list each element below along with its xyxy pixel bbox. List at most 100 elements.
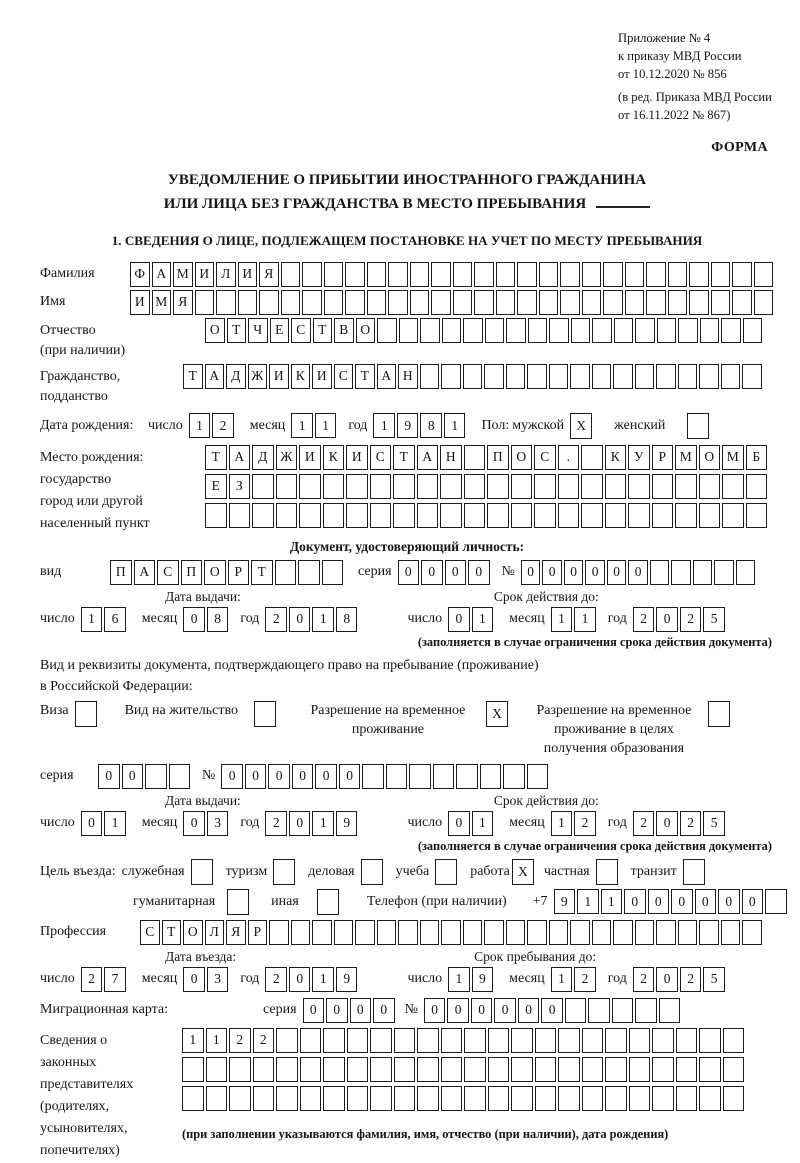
- char-cell[interactable]: [355, 919, 375, 945]
- char-cell[interactable]: 2: [252, 1027, 274, 1053]
- char-cell[interactable]: Ф: [130, 261, 150, 287]
- char-cell[interactable]: Т: [161, 919, 181, 945]
- char-cell[interactable]: [628, 502, 650, 528]
- char-cell[interactable]: [464, 1056, 486, 1082]
- char-cell[interactable]: 0: [349, 997, 372, 1023]
- char-cell[interactable]: [652, 1085, 674, 1111]
- char-cell[interactable]: [474, 261, 494, 287]
- char-cell[interactable]: [671, 559, 691, 585]
- char-cell[interactable]: 0: [326, 997, 348, 1023]
- char-cell[interactable]: 2: [632, 810, 655, 836]
- char-cell[interactable]: [369, 473, 391, 499]
- char-cell[interactable]: [290, 919, 310, 945]
- char-cell[interactable]: 2: [632, 966, 655, 992]
- char-cell[interactable]: К: [322, 444, 344, 470]
- char-cell[interactable]: [346, 1085, 368, 1111]
- char-cell[interactable]: [205, 1085, 227, 1111]
- char-cell[interactable]: К: [604, 444, 626, 470]
- char-cell[interactable]: [435, 858, 458, 885]
- char-cell[interactable]: И: [194, 261, 214, 287]
- char-cell[interactable]: [549, 317, 569, 343]
- char-cell[interactable]: 2: [229, 1027, 251, 1053]
- char-cell[interactable]: [393, 1056, 415, 1082]
- char-cell[interactable]: [548, 363, 568, 389]
- char-cell[interactable]: 0: [468, 559, 490, 585]
- char-cell[interactable]: [698, 473, 720, 499]
- char-cell[interactable]: 0: [183, 966, 205, 992]
- char-cell[interactable]: [269, 919, 289, 945]
- char-cell[interactable]: [440, 473, 462, 499]
- char-cell[interactable]: [699, 919, 719, 945]
- char-cell[interactable]: 0: [563, 559, 584, 585]
- char-cell[interactable]: 0: [397, 559, 420, 585]
- char-cell[interactable]: [417, 1085, 439, 1111]
- char-cell[interactable]: [675, 502, 697, 528]
- char-cell[interactable]: [416, 473, 438, 499]
- char-cell[interactable]: [527, 919, 547, 945]
- char-cell[interactable]: [462, 919, 482, 945]
- char-cell[interactable]: [312, 919, 332, 945]
- char-cell[interactable]: [74, 700, 97, 727]
- char-cell[interactable]: 0: [542, 559, 562, 585]
- char-cell[interactable]: А: [151, 261, 171, 287]
- char-cell[interactable]: [440, 1085, 462, 1111]
- char-cell[interactable]: [687, 412, 710, 439]
- char-cell[interactable]: [280, 261, 300, 287]
- char-cell[interactable]: 2: [574, 966, 596, 992]
- char-cell[interactable]: [345, 289, 365, 315]
- char-cell[interactable]: 9: [553, 889, 576, 915]
- char-cell[interactable]: В: [334, 317, 354, 343]
- char-cell[interactable]: 9: [471, 966, 494, 992]
- char-cell[interactable]: [398, 317, 418, 343]
- char-cell[interactable]: [735, 559, 756, 585]
- char-cell[interactable]: 0: [447, 997, 469, 1023]
- char-cell[interactable]: Д: [226, 363, 246, 389]
- char-cell[interactable]: [302, 261, 322, 287]
- char-cell[interactable]: 0: [421, 559, 443, 585]
- char-cell[interactable]: 0: [541, 997, 563, 1023]
- char-cell[interactable]: С: [291, 317, 311, 343]
- char-cell[interactable]: [280, 289, 300, 315]
- char-cell[interactable]: [581, 1056, 603, 1082]
- char-cell[interactable]: [628, 473, 650, 499]
- char-cell[interactable]: 0: [291, 763, 314, 789]
- char-cell[interactable]: [732, 289, 752, 315]
- char-cell[interactable]: [463, 473, 485, 499]
- char-cell[interactable]: X: [485, 700, 508, 727]
- char-cell[interactable]: Т: [312, 317, 332, 343]
- char-cell[interactable]: [634, 919, 654, 945]
- char-cell[interactable]: [252, 502, 274, 528]
- char-cell[interactable]: [604, 473, 626, 499]
- char-cell[interactable]: [603, 261, 623, 287]
- char-cell[interactable]: [419, 919, 439, 945]
- char-cell[interactable]: [462, 363, 482, 389]
- char-cell[interactable]: 2: [265, 966, 287, 992]
- char-cell[interactable]: И: [130, 289, 150, 315]
- char-cell[interactable]: [302, 289, 322, 315]
- char-cell[interactable]: 1: [312, 966, 334, 992]
- char-cell[interactable]: [699, 1027, 721, 1053]
- char-cell[interactable]: [581, 444, 603, 470]
- char-cell[interactable]: [581, 502, 603, 528]
- char-cell[interactable]: [605, 1027, 627, 1053]
- char-cell[interactable]: [613, 363, 633, 389]
- char-cell[interactable]: Ж: [275, 444, 297, 470]
- char-cell[interactable]: 0: [444, 559, 467, 585]
- char-cell[interactable]: [484, 919, 504, 945]
- char-cell[interactable]: З: [228, 473, 250, 499]
- char-cell[interactable]: 1: [574, 606, 596, 632]
- char-cell[interactable]: [581, 1085, 603, 1111]
- char-cell[interactable]: [656, 317, 676, 343]
- char-cell[interactable]: [370, 1085, 392, 1111]
- char-cell[interactable]: 1: [471, 810, 494, 836]
- char-cell[interactable]: [323, 1085, 345, 1111]
- char-cell[interactable]: [252, 473, 274, 499]
- char-cell[interactable]: [605, 1085, 627, 1111]
- char-cell[interactable]: [634, 363, 654, 389]
- char-cell[interactable]: [228, 502, 250, 528]
- char-cell[interactable]: [273, 858, 296, 885]
- char-cell[interactable]: [346, 502, 368, 528]
- char-cell[interactable]: 3: [206, 966, 229, 992]
- char-cell[interactable]: А: [376, 363, 396, 389]
- char-cell[interactable]: [345, 261, 365, 287]
